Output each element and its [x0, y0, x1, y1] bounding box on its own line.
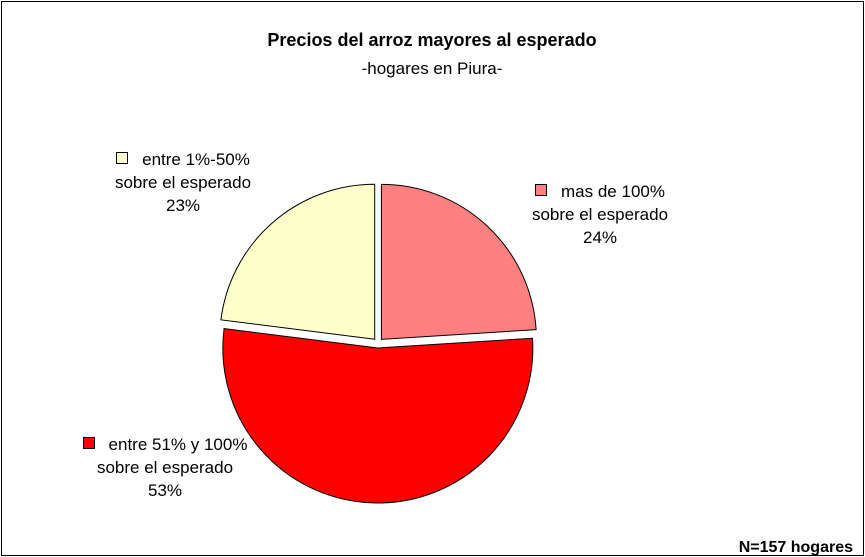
value-label: 24%: [582, 228, 618, 247]
slice-label: entre 51% y 100% sobre el esperado 53%: [75, 433, 255, 502]
chart-title: Precios del arroz mayores al esperado: [267, 30, 596, 50]
slice-label: entre 1%-50% sobre el esperado 23%: [98, 148, 268, 217]
value-label: 53%: [147, 481, 183, 500]
legend-swatch: [82, 437, 95, 449]
pie-slice: [380, 183, 537, 340]
legend-swatch: [116, 152, 129, 164]
annotation: N=157 hogares: [739, 539, 853, 556]
category-label: entre 51% y 100% sobre el esperado: [96, 435, 248, 477]
category-label: mas de 100% sobre el esperado: [531, 182, 669, 224]
pie-slice: [222, 328, 534, 504]
slice-label: mas de 100% sobre el esperado 24%: [515, 180, 685, 249]
legend-swatch: [535, 184, 548, 196]
value-label: 23%: [165, 196, 201, 215]
category-label: entre 1%-50% sobre el esperado: [114, 150, 252, 192]
chart-subtitle: -hogares en Piura-: [362, 59, 503, 78]
pie-slice: [220, 183, 376, 340]
